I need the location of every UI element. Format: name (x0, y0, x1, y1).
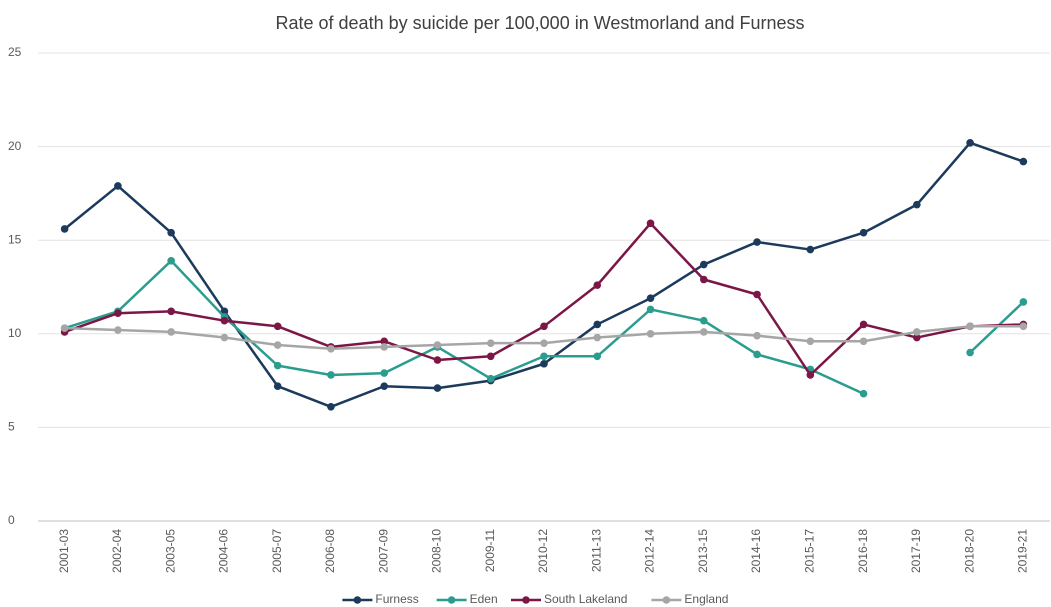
data-point (699, 275, 708, 284)
data-point (433, 341, 442, 349)
legend-label: England (684, 592, 728, 606)
x-tick-label: 2001-03 (57, 529, 71, 573)
data-point (114, 182, 122, 190)
data-point (433, 384, 442, 392)
data-point (327, 371, 335, 379)
x-tick-label: 2002-04 (110, 529, 124, 573)
x-tick-label: 2017-19 (909, 529, 923, 573)
data-point (593, 333, 602, 342)
x-tick-label: 2016-18 (856, 529, 870, 573)
x-tick-label: 2014-16 (749, 529, 763, 573)
x-tick-label: 2015-17 (802, 529, 816, 573)
x-tick-label: 2003-05 (163, 529, 177, 573)
data-point (327, 403, 335, 411)
legend-marker (353, 596, 362, 604)
data-point (699, 316, 708, 325)
data-point (646, 305, 655, 314)
data-point (593, 352, 602, 361)
data-point (114, 309, 122, 318)
y-tick-label: 20 (8, 139, 22, 153)
data-point (220, 333, 229, 342)
data-point (1019, 157, 1028, 166)
x-tick-label: 2018-20 (962, 529, 976, 573)
data-point (273, 382, 282, 391)
data-point (60, 225, 69, 233)
y-tick-label: 0 (8, 513, 15, 527)
legend-marker (447, 596, 456, 604)
legend-marker (662, 596, 671, 604)
data-point (380, 343, 389, 351)
data-point (753, 238, 761, 246)
data-point (167, 328, 175, 336)
x-tick-label: 2009-11 (483, 529, 497, 572)
y-tick-label: 5 (8, 420, 15, 434)
data-point (114, 326, 122, 334)
x-tick-label: 2005-07 (270, 529, 284, 573)
data-point (699, 328, 708, 336)
data-point (859, 228, 868, 237)
data-point (753, 331, 761, 340)
data-point (753, 290, 761, 299)
y-tick-label: 25 (8, 45, 22, 59)
legend-label: Eden (470, 592, 498, 606)
legend-label: South Lakeland (544, 592, 627, 606)
data-point (1019, 322, 1028, 331)
x-tick-label: 2013-15 (696, 529, 710, 573)
x-tick-label: 2010-12 (536, 529, 550, 573)
data-point (486, 374, 495, 383)
data-point (486, 339, 495, 347)
data-point (966, 348, 974, 357)
legend-label: Furness (375, 592, 418, 606)
chart-title: Rate of death by suicide per 100,000 in … (276, 13, 805, 33)
data-point (327, 344, 335, 353)
data-point (273, 322, 282, 331)
x-tick-label: 2008-10 (430, 529, 444, 573)
data-point (433, 356, 442, 364)
data-point (380, 337, 389, 346)
data-point (1019, 298, 1028, 306)
data-point (167, 256, 175, 265)
data-point (753, 350, 761, 359)
data-point (859, 337, 868, 346)
data-point (220, 316, 229, 325)
data-point (646, 294, 655, 303)
data-point (806, 337, 815, 346)
data-point (273, 341, 282, 349)
data-point (540, 339, 548, 347)
data-point (60, 324, 69, 332)
data-point (167, 307, 175, 316)
legend-marker (522, 596, 530, 604)
x-tick-label: 2006-08 (323, 529, 337, 573)
data-point (806, 245, 815, 254)
x-tick-label: 2004-06 (217, 529, 231, 573)
data-point (593, 281, 602, 289)
data-point (486, 352, 495, 361)
data-point (646, 219, 655, 228)
data-point (273, 361, 282, 370)
data-point (913, 333, 921, 342)
data-point (540, 359, 548, 368)
data-point (806, 371, 815, 379)
x-tick-label: 2011-13 (589, 529, 603, 572)
x-tick-label: 2019-21 (1016, 529, 1030, 573)
x-tick-label: 2007-09 (376, 529, 390, 573)
data-point (646, 330, 655, 338)
data-point (593, 320, 602, 329)
y-tick-label: 15 (8, 232, 22, 246)
data-point (859, 389, 868, 398)
data-point (380, 369, 389, 377)
data-point (540, 352, 548, 361)
data-point (913, 200, 921, 209)
x-tick-label: 2012-14 (643, 529, 657, 573)
y-tick-label: 10 (8, 326, 22, 340)
data-point (913, 328, 921, 336)
data-point (966, 322, 974, 331)
data-point (540, 322, 548, 331)
data-point (699, 260, 708, 269)
data-point (966, 139, 974, 147)
data-point (167, 228, 175, 237)
data-point (380, 382, 389, 391)
data-point (859, 320, 868, 329)
